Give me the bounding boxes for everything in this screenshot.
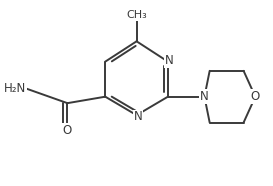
Text: N: N xyxy=(133,110,142,124)
Text: H₂N: H₂N xyxy=(4,82,26,95)
Text: N: N xyxy=(200,90,209,103)
Text: CH₃: CH₃ xyxy=(126,10,147,20)
Text: N: N xyxy=(165,54,174,67)
Text: O: O xyxy=(251,90,260,103)
Text: O: O xyxy=(63,124,72,137)
